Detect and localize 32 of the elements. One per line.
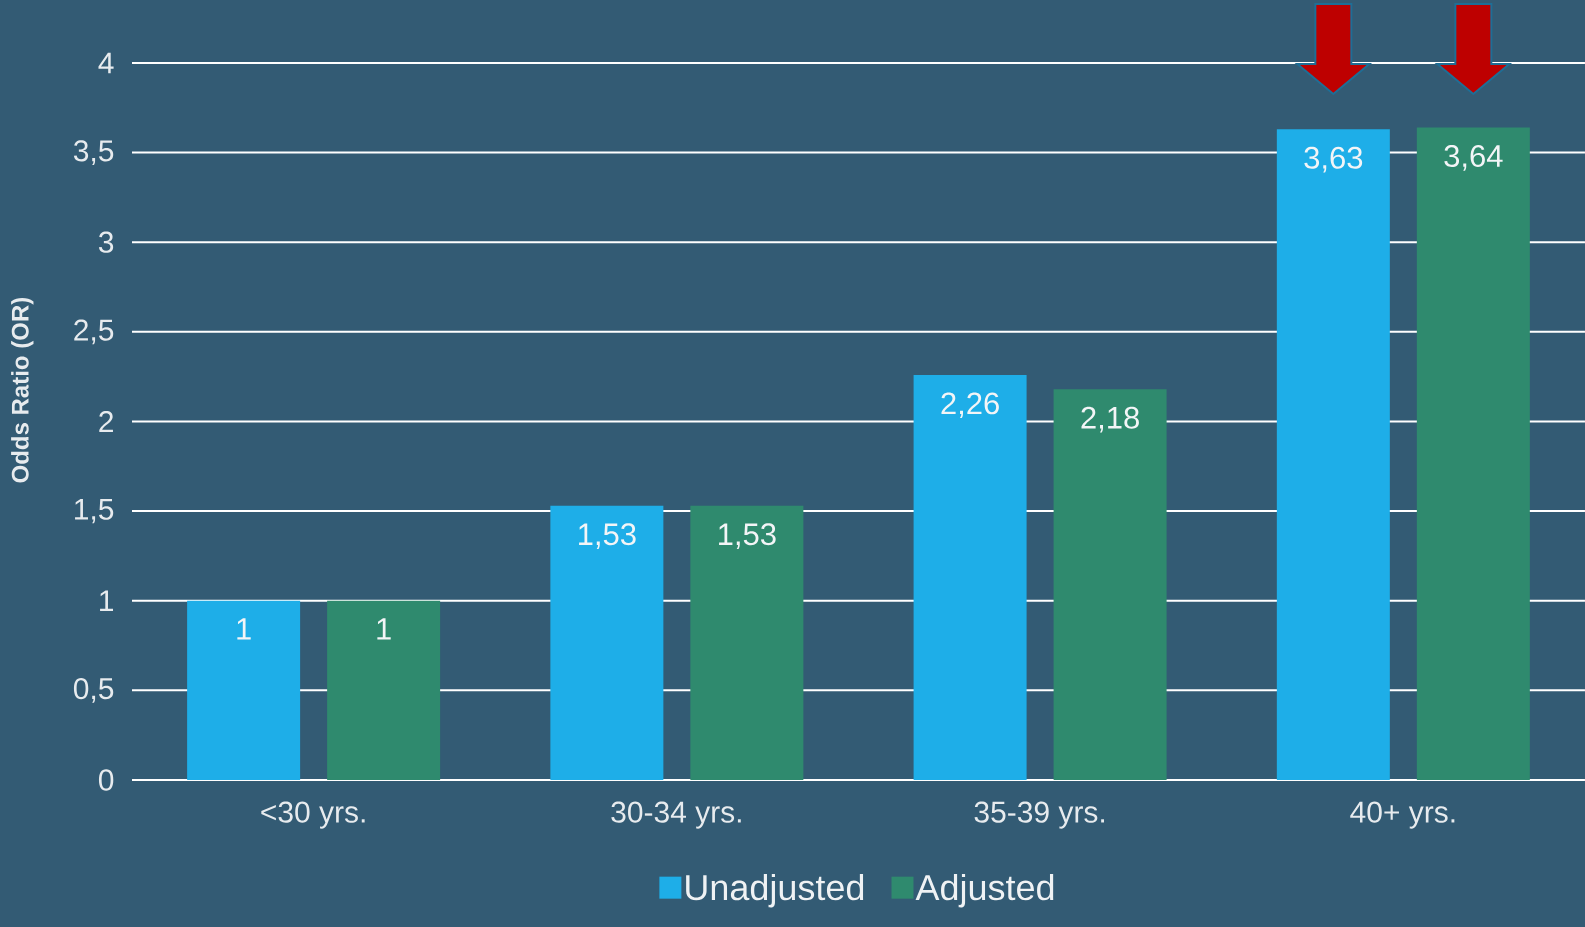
legend-label: Unadjusted	[686, 873, 864, 908]
data-label: 1	[237, 618, 251, 640]
y-tick-label: 2,5	[74, 319, 114, 345]
y-tick-label: 0,5	[73, 677, 114, 703]
y-tick-label: 0	[98, 769, 114, 791]
data-label: 3,63	[1304, 146, 1363, 173]
bar	[913, 374, 1027, 780]
y-tick-label: 3	[98, 231, 114, 253]
bar	[187, 600, 301, 780]
x-tick-label: <30 yrs.	[261, 801, 365, 829]
legend-label: Adjusted	[915, 873, 1054, 908]
y-tick-label: 4	[98, 52, 114, 74]
data-label: 1,53	[719, 523, 776, 549]
y-tick-label: 2	[99, 411, 113, 432]
x-tick-label: 40+ yrs.	[1350, 801, 1455, 829]
x-tick-label: 30-34 yrs.	[611, 801, 741, 829]
bar	[1053, 389, 1167, 780]
x-tick-label: 35-39 yrs.	[974, 801, 1105, 829]
y-tick-label: 1	[100, 590, 114, 612]
y-axis-title: Odds Ratio (OR)	[11, 298, 34, 483]
bar	[550, 505, 664, 780]
data-label: 3,64	[1444, 145, 1503, 171]
bar	[1416, 127, 1530, 780]
data-label: 2,26	[941, 392, 999, 419]
data-label: 2,18	[1081, 406, 1139, 433]
y-tick-label: 3,5	[73, 140, 114, 166]
data-label: 1	[377, 618, 391, 640]
data-label: 1,53	[579, 523, 636, 549]
bar	[1276, 129, 1390, 780]
bar	[327, 600, 441, 780]
bar	[690, 505, 804, 780]
y-tick-label: 1,5	[75, 498, 114, 524]
